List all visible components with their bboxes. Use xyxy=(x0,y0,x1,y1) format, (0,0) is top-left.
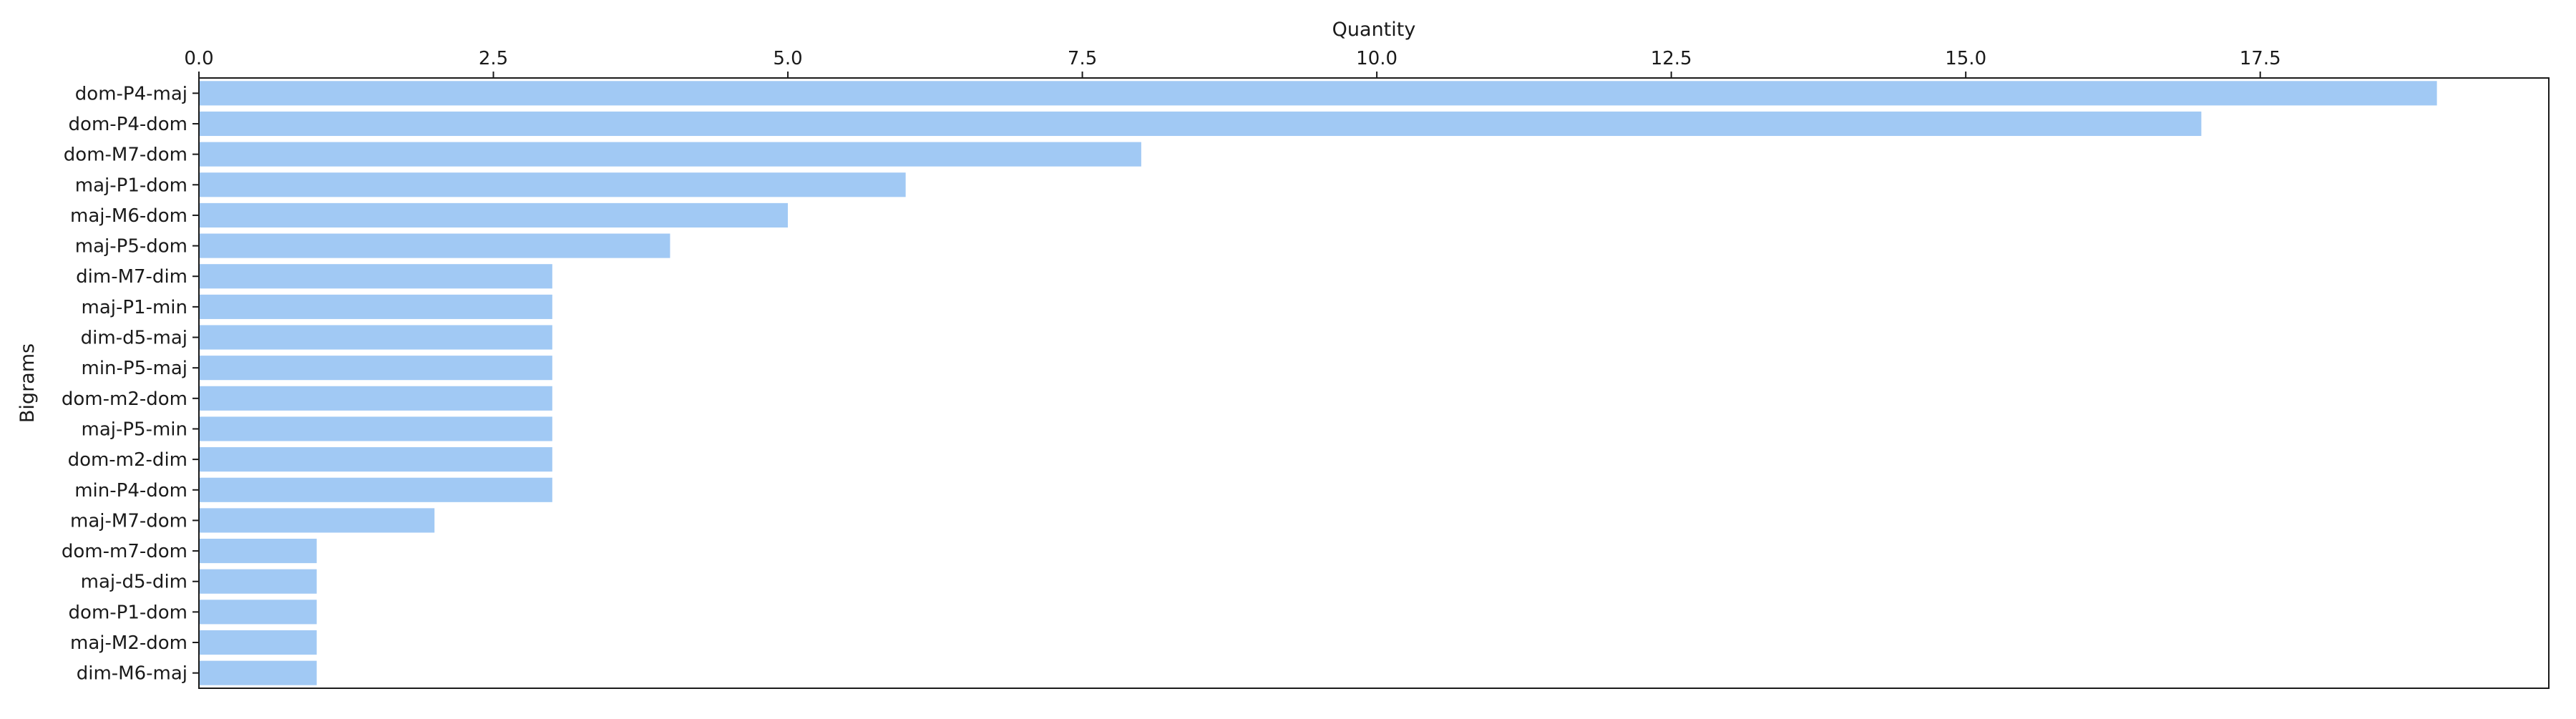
x-tick-label: 15.0 xyxy=(1945,48,1986,69)
y-tick-label: maj-P1-dom xyxy=(75,175,187,196)
x-tick-label: 10.0 xyxy=(1356,48,1397,69)
y-axis-ticks: dom-P4-maj dom-P4-dom dom-M7-dom maj-P1-dom… xyxy=(62,83,199,685)
bar-dom-P4-dom xyxy=(199,111,2202,137)
x-axis-ticks: 0.0 2.5 5.0 7.5 10.0 12.5 15.0 17.5 xyxy=(184,48,2281,78)
y-tick-label: dom-P4-maj xyxy=(75,83,187,104)
y-tick-label: dom-m2-dom xyxy=(62,388,187,410)
y-tick-label: maj-P5-dom xyxy=(75,236,187,258)
y-tick-label: min-P5-maj xyxy=(82,358,188,379)
y-tick-label: maj-d5-dim xyxy=(81,572,187,593)
bar-maj-M6-dom xyxy=(199,202,789,228)
bar-maj-P1-min xyxy=(199,294,552,319)
y-tick-label: dom-m7-dom xyxy=(62,541,187,562)
bar-dim-d5-maj xyxy=(199,325,552,350)
bar-maj-P5-min xyxy=(199,416,552,441)
y-tick-label: dom-P1-dom xyxy=(69,602,187,623)
bar-dom-m7-dom xyxy=(199,539,317,564)
bar-maj-d5-dim xyxy=(199,569,317,594)
bar-dim-M7-dim xyxy=(199,264,552,289)
y-tick-label: dim-d5-maj xyxy=(81,328,187,349)
x-axis-title: Quantity xyxy=(1332,19,1416,41)
x-tick-label: 17.5 xyxy=(2240,48,2281,69)
bar-maj-P5-dom xyxy=(199,233,670,258)
x-tick-label: 2.5 xyxy=(479,48,508,69)
bar-dom-P4-maj xyxy=(199,81,2437,106)
y-tick-label: dom-m2-dim xyxy=(68,449,187,471)
bar-dom-P1-dom xyxy=(199,600,317,625)
bar-dom-m2-dom xyxy=(199,386,552,411)
y-tick-label: maj-P5-min xyxy=(82,419,188,440)
x-tick-label: 12.5 xyxy=(1651,48,1692,69)
y-tick-label: maj-P1-min xyxy=(82,297,188,318)
plot-frame xyxy=(198,77,2550,689)
x-tick-label: 7.5 xyxy=(1068,48,1097,69)
x-tick-label: 5.0 xyxy=(773,48,802,69)
bar-maj-M7-dom xyxy=(199,508,435,533)
y-tick-label: maj-M2-dom xyxy=(70,632,187,654)
y-tick-label: dom-M7-dom xyxy=(64,145,187,166)
bar-min-P5-maj xyxy=(199,356,552,381)
bar-maj-P1-dom xyxy=(199,172,906,197)
bar-dom-M7-dom xyxy=(199,142,1141,167)
y-tick-label: min-P4-dom xyxy=(74,480,187,502)
y-tick-label: maj-M7-dom xyxy=(70,510,187,532)
y-tick-label: dim-M6-maj xyxy=(77,663,187,685)
bars xyxy=(199,81,2437,685)
x-tick-label: 0.0 xyxy=(184,48,213,69)
y-tick-label: dom-P4-dom xyxy=(69,114,187,135)
y-tick-label: maj-M6-dom xyxy=(70,205,187,227)
y-axis-title: Bigrams xyxy=(16,343,39,423)
y-tick-label: dim-M7-dim xyxy=(76,266,187,288)
bar-dim-M6-maj xyxy=(199,660,317,685)
bar-maj-M2-dom xyxy=(199,630,317,655)
bar-min-P4-dom xyxy=(199,477,552,502)
bar-dom-m2-dim xyxy=(199,447,552,472)
